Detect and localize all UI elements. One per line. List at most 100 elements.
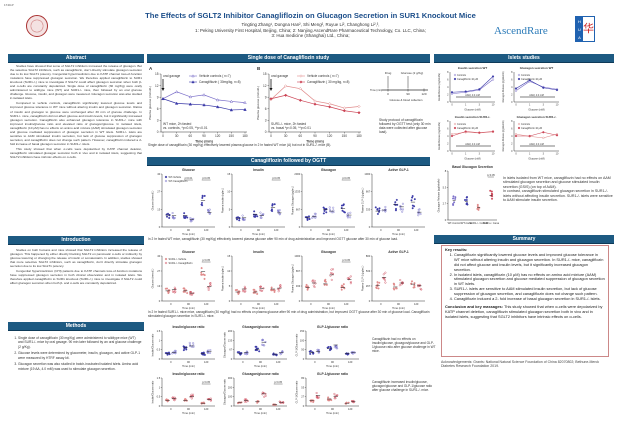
data-point [450,91,454,94]
hua-medicine-logo: H U A 华 [575,16,595,42]
y-tick-label: 12 [155,84,159,88]
y-tick-label: 0 [447,150,449,153]
hua-glyph: 华 [583,23,594,35]
y-tick-label: 8 [447,120,449,123]
x-tick-label: SUR1-/- Control [469,221,488,225]
series-1 [171,341,212,355]
data-point [182,290,185,293]
data-point [200,201,203,204]
data-point [238,351,241,354]
data-point [394,287,397,290]
data-point [215,98,220,102]
data-point [278,288,281,291]
x-tick-label: 1 [465,153,467,156]
data-point [201,195,204,198]
y-tick-label: 2 [511,94,513,97]
x-tick-label: 0 [380,228,382,232]
chart-note: vs. controls, *p<0.05, **p<0.01 [163,126,208,130]
authors: Tingting Zhang¹, Dongna Han², Shi Meng²,… [241,22,380,27]
ogtt-header: Canagliflozin followed by OGTT [147,157,430,166]
data-point [452,203,455,206]
series-1 [514,79,559,92]
data-point [215,105,220,109]
data-point [202,103,206,107]
data-point [192,342,195,345]
data-point [327,396,330,399]
data-point [349,282,352,285]
data-point [384,281,387,284]
y-tick-label: 0 [159,299,161,303]
data-point [298,87,302,91]
legend-label: Canagliflozin ( 30 mg/kg, n=8) [307,80,349,84]
x-tick-label: 120 [414,228,419,232]
y-tick-label: 0 [369,225,371,229]
legend-label: Controls [521,74,531,77]
key-result-item: Canagliflozin induced a 2- fold increase… [454,296,605,302]
data-point [490,190,493,193]
data-point [244,287,247,290]
islets-header: Islets studies [434,54,614,63]
x-tick-label: 150 [229,134,235,138]
data-point [262,213,265,216]
data-point [208,286,211,289]
data-point [311,216,314,219]
data-point [277,210,280,213]
x-tick-label: 90 [313,134,317,138]
data-point [417,285,420,288]
legend-marker [191,74,195,78]
x-tick-label: 120 [348,360,353,364]
y-tick-label: 8 [445,169,447,173]
x-tick-label: 60 [299,134,303,138]
y-tick-label: 1 [159,385,161,389]
x-tick-label: 150 [342,134,348,138]
data-point [401,210,404,213]
data-point [555,134,559,137]
series-1 [241,284,282,293]
data-point [410,282,413,285]
data-point [167,351,170,354]
legend-marker [164,175,168,179]
key-result-item: SUR1-/- islets are sensitive to AAM stim… [454,286,605,297]
chart-title: Glucose [182,168,195,172]
chart-title: Glucagon secretion WT [520,66,554,70]
chart-ogtt-wt-glp1: Active GLP-1 0 333 667 1000 Plasma GLP-1 (pg/… [362,168,425,236]
x-tick-label: 0 [451,104,453,107]
y-tick-label: 200 [228,329,233,333]
x-axis-label: Time (min) [182,411,195,415]
acknowledgements: Acknowledgements: Grants: National Natur… [441,360,599,369]
legend-marker [299,74,303,78]
data-point [229,108,234,112]
y-tick-label: 0 [511,150,513,153]
data-point [190,293,193,296]
conclusion-label: Conclusion and key massages: [445,303,503,309]
data-point [411,207,414,210]
y-tick-label: 800 [366,254,371,258]
data-point [201,196,204,199]
y-tick-label: 27 [157,269,160,273]
x-tick-label: 120 [204,407,209,411]
series-1 [315,344,356,355]
series-1 [514,131,559,138]
data-point [452,197,455,200]
chart-title: GLP-1/glucose ratio [317,325,348,329]
data-point [171,396,174,399]
data-point [188,102,193,106]
data-point [555,88,559,92]
data-point [273,289,276,292]
data-point [342,283,345,286]
y-axis-label: Plasma GLP-1 (pg/mL) [362,188,365,214]
chart-title: Insulin secretion WT [458,66,488,70]
series-1 [243,391,285,404]
x-axis-label: Time (min) [392,232,405,236]
timeline-label: Time (min) [370,88,382,92]
data-point [490,192,493,195]
data-point [188,343,191,346]
x-tick-label: 30 [175,134,179,138]
aam-label: AAM, 4.0 mM [465,94,479,97]
x-axis-label: Time (min) [252,232,265,236]
series-line [451,131,494,137]
x-tick-label: 90 [187,407,190,411]
x-axis-label: Time (min) [322,232,335,236]
x-tick-label: 120 [414,302,419,306]
